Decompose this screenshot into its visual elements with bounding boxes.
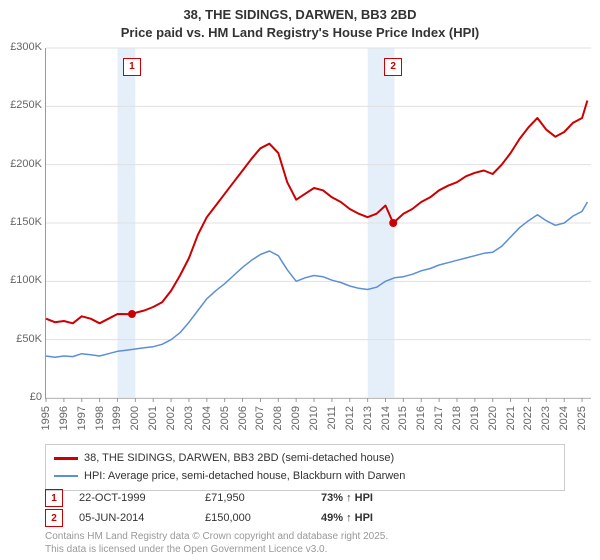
credits-line-2: This data is licensed under the Open Gov… bbox=[45, 543, 388, 556]
title-line-2: Price paid vs. HM Land Registry's House … bbox=[0, 24, 600, 42]
y-tick-label: £0 bbox=[2, 391, 42, 403]
sale-marker-box-2: 2 bbox=[45, 509, 63, 527]
x-tick-label: 2011 bbox=[326, 406, 338, 430]
y-tick-label: £150K bbox=[2, 216, 42, 228]
x-tick-label: 2025 bbox=[576, 406, 588, 430]
sale-date-1: 22-OCT-1999 bbox=[79, 492, 189, 504]
credits-line-1: Contains HM Land Registry data © Crown c… bbox=[45, 530, 388, 543]
sale-row-1: 1 22-OCT-1999 £71,950 73% ↑ HPI bbox=[45, 488, 565, 508]
x-tick-label: 2018 bbox=[451, 406, 463, 430]
x-tick-label: 2003 bbox=[183, 406, 195, 430]
sale-flag: 2 bbox=[384, 56, 402, 76]
sale-marker-box-1: 1 bbox=[45, 489, 63, 507]
x-tick-label: 2023 bbox=[540, 406, 552, 430]
legend-row-1: 38, THE SIDINGS, DARWEN, BB3 2BD (semi-d… bbox=[54, 450, 556, 468]
x-tick-label: 2005 bbox=[219, 406, 231, 430]
sale-date-2: 05-JUN-2014 bbox=[79, 512, 189, 524]
x-tick-label: 2004 bbox=[201, 406, 213, 430]
x-tick-label: 1999 bbox=[111, 406, 123, 430]
x-tick-label: 2016 bbox=[415, 406, 427, 430]
x-tick-label: 2012 bbox=[344, 406, 356, 430]
sale-flag-box: 1 bbox=[123, 58, 141, 76]
title-block: 38, THE SIDINGS, DARWEN, BB3 2BD Price p… bbox=[0, 0, 600, 41]
x-tick-label: 2017 bbox=[433, 406, 445, 430]
x-tick-label: 1998 bbox=[94, 406, 106, 430]
x-tick-label: 2009 bbox=[290, 406, 302, 430]
sale-flag-box: 2 bbox=[384, 58, 402, 76]
chart-container: 38, THE SIDINGS, DARWEN, BB3 2BD Price p… bbox=[0, 0, 600, 560]
title-line-1: 38, THE SIDINGS, DARWEN, BB3 2BD bbox=[0, 6, 600, 24]
x-tick-label: 1996 bbox=[58, 406, 70, 430]
x-tick-label: 2015 bbox=[397, 406, 409, 430]
x-tick-label: 2001 bbox=[147, 406, 159, 430]
legend-swatch-2 bbox=[54, 475, 78, 477]
x-tick-label: 2022 bbox=[522, 406, 534, 430]
x-tick-label: 2014 bbox=[380, 406, 392, 430]
x-tick-label: 2024 bbox=[558, 406, 570, 430]
y-tick-label: £50K bbox=[2, 333, 42, 345]
y-tick-label: £200K bbox=[2, 158, 42, 170]
legend-label-2: HPI: Average price, semi-detached house,… bbox=[84, 468, 405, 486]
x-tick-label: 2019 bbox=[469, 406, 481, 430]
sale-details: 1 22-OCT-1999 £71,950 73% ↑ HPI 2 05-JUN… bbox=[45, 488, 565, 528]
x-tick-label: 2006 bbox=[237, 406, 249, 430]
legend-box: 38, THE SIDINGS, DARWEN, BB3 2BD (semi-d… bbox=[45, 444, 565, 491]
sale-vs-hpi-2: 49% ↑ HPI bbox=[321, 512, 373, 524]
y-tick-label: £300K bbox=[2, 41, 42, 53]
legend-label-1: 38, THE SIDINGS, DARWEN, BB3 2BD (semi-d… bbox=[84, 450, 394, 468]
credits: Contains HM Land Registry data © Crown c… bbox=[45, 530, 388, 556]
sale-flag: 1 bbox=[123, 56, 141, 76]
sale-price-2: £150,000 bbox=[205, 512, 305, 524]
legend-swatch-1 bbox=[54, 457, 78, 460]
y-tick-label: £250K bbox=[2, 99, 42, 111]
x-tick-label: 2013 bbox=[362, 406, 374, 430]
x-tick-label: 1997 bbox=[76, 406, 88, 430]
plot-area: 12 bbox=[45, 48, 591, 399]
x-tick-label: 2020 bbox=[487, 406, 499, 430]
x-tick-label: 2008 bbox=[272, 406, 284, 430]
x-tick-label: 2010 bbox=[308, 406, 320, 430]
sale-price-1: £71,950 bbox=[205, 492, 305, 504]
x-axis-labels: 1995199619971998199920002001200220032004… bbox=[45, 398, 590, 448]
x-tick-label: 2007 bbox=[254, 406, 266, 430]
plot-svg bbox=[46, 48, 591, 398]
sale-vs-hpi-1: 73% ↑ HPI bbox=[321, 492, 373, 504]
x-tick-label: 1995 bbox=[40, 406, 52, 430]
x-tick-label: 2002 bbox=[165, 406, 177, 430]
sale-dot bbox=[389, 219, 397, 227]
sale-row-2: 2 05-JUN-2014 £150,000 49% ↑ HPI bbox=[45, 508, 565, 528]
legend-row-2: HPI: Average price, semi-detached house,… bbox=[54, 468, 556, 486]
x-tick-label: 2000 bbox=[129, 406, 141, 430]
x-tick-label: 2021 bbox=[505, 406, 517, 430]
y-tick-label: £100K bbox=[2, 274, 42, 286]
sale-dot bbox=[128, 310, 136, 318]
